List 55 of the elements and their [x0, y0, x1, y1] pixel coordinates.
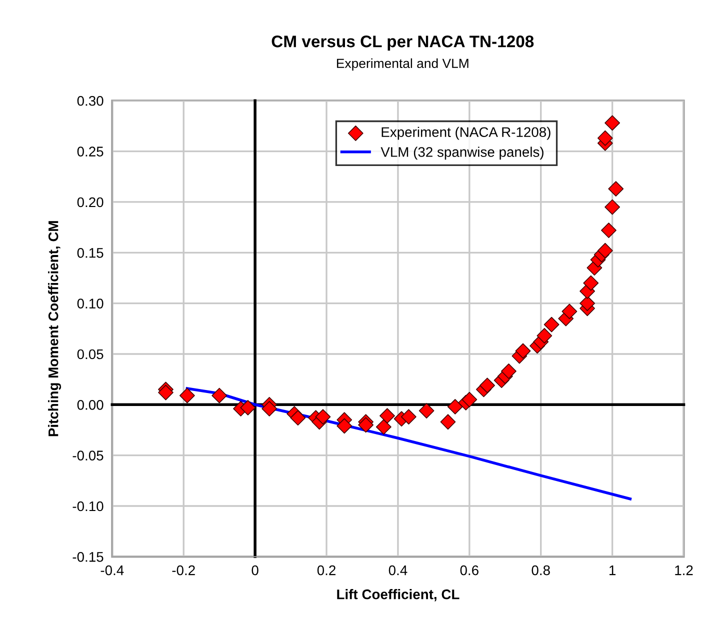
x-tick-label: 0 — [252, 565, 258, 576]
chart-title: CM versus CL per NACA TN-1208 — [272, 36, 534, 51]
y-tick-label: 0.25 — [77, 146, 104, 156]
point — [480, 378, 495, 394]
point — [262, 401, 278, 416]
point — [604, 115, 620, 131]
point — [240, 400, 256, 416]
point — [212, 388, 228, 404]
point — [501, 364, 516, 379]
y-tick-label: 0.20 — [77, 197, 104, 208]
point — [158, 384, 174, 400]
point — [358, 417, 374, 433]
x-tick-label: 1.2 — [675, 565, 693, 576]
y-tick-label: -0.15 — [72, 552, 104, 562]
y-tick-label: -0.10 — [72, 501, 104, 512]
x-axis-title: Lift Coefficient, CL — [337, 589, 460, 602]
x-tick-label: 0.2 — [317, 565, 336, 576]
point — [440, 414, 456, 430]
y-tick-label: 0.10 — [77, 298, 104, 308]
chart-subtitle: Experimental and VLM — [336, 58, 468, 71]
point — [608, 181, 624, 197]
x-tick-label: 0.6 — [460, 565, 478, 576]
point — [179, 388, 195, 404]
point — [315, 409, 331, 425]
point — [447, 398, 463, 414]
y-tick-label: 0.30 — [77, 96, 104, 106]
x-tick-label: 0.4 — [388, 565, 408, 576]
point — [544, 316, 560, 332]
point — [583, 275, 599, 291]
y-tick-label: 0.00 — [77, 400, 104, 410]
point — [400, 409, 416, 425]
point — [580, 296, 596, 312]
point — [604, 199, 620, 215]
point — [597, 242, 613, 258]
y-tick-label: -0.05 — [72, 450, 104, 460]
x-tick-label: -0.2 — [172, 565, 195, 576]
legend-label: Experiment (NACA R-1208) — [382, 126, 550, 140]
point — [290, 410, 306, 426]
point — [336, 418, 352, 434]
point — [515, 343, 531, 359]
legend-label: VLM (32 spanwise panels) — [380, 146, 544, 160]
point — [462, 392, 478, 408]
point — [562, 304, 578, 320]
point — [380, 408, 395, 424]
point — [536, 328, 552, 344]
point — [418, 403, 434, 418]
y-axis-title: Pitching Moment Coefficient, CM — [48, 221, 62, 436]
point — [376, 419, 392, 435]
point — [601, 222, 616, 238]
x-tick-label: 1 — [610, 566, 616, 576]
y-tick-label: 0.05 — [77, 349, 104, 360]
x-tick-label: 0.8 — [532, 565, 550, 576]
x-tick-label: -0.4 — [100, 565, 124, 576]
y-tick-label: 0.15 — [77, 248, 104, 258]
point — [597, 130, 613, 146]
